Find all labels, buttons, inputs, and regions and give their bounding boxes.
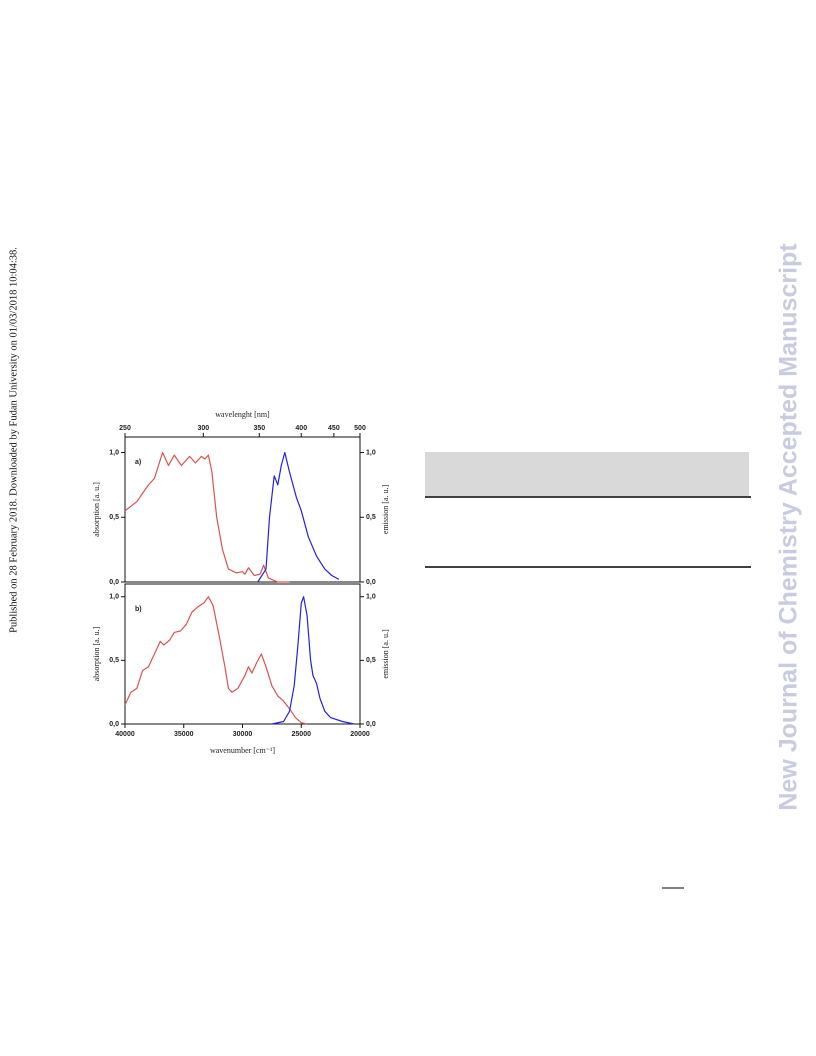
y-tick-label: 1,0 xyxy=(109,449,119,456)
watermark: New Journal of Chemistry Accepted Manusc… xyxy=(775,243,803,811)
side-note: Published on 28 February 2018. Downloade… xyxy=(8,247,19,633)
table-skeleton xyxy=(425,452,751,568)
table-header xyxy=(425,452,749,496)
x2-tick-label: 400 xyxy=(295,425,307,432)
y2-axis-title: emission [a. u.] xyxy=(381,629,390,679)
x-tick-label: 35000 xyxy=(174,731,194,738)
y2-tick-label: 0,0 xyxy=(366,721,376,728)
x-tick-label: 30000 xyxy=(233,731,253,738)
x2-tick-label: 250 xyxy=(119,425,131,432)
plot-frame xyxy=(124,583,361,725)
x-tick-label: 25000 xyxy=(292,731,312,738)
y-axis-title: absorption [a. u.] xyxy=(92,626,101,681)
panel-label: a) xyxy=(135,459,141,466)
x2-tick-label: 500 xyxy=(354,425,366,432)
y2-axis-title: emission [a. u.] xyxy=(381,485,390,535)
x-tick-label: 20000 xyxy=(350,731,370,738)
x2-tick-label: 350 xyxy=(253,425,265,432)
series-line xyxy=(124,451,290,583)
y-tick-label: 0,0 xyxy=(109,579,119,586)
y-tick-label: 1,0 xyxy=(109,594,119,601)
y2-tick-label: 1,0 xyxy=(366,594,376,601)
y-tick-label: 0,0 xyxy=(109,721,119,728)
series-line xyxy=(124,596,308,725)
x-axis-title: wavenumber [cm⁻¹] xyxy=(210,746,275,755)
series-line xyxy=(257,451,340,583)
x-tick-label: 40000 xyxy=(115,731,135,738)
plot-frame xyxy=(124,436,361,583)
y-axis-title: absorption [a. u.] xyxy=(92,482,101,537)
x2-tick-label: 450 xyxy=(328,425,340,432)
y-tick-label: 0,5 xyxy=(109,657,119,664)
x2-tick-label: 300 xyxy=(197,425,209,432)
y-tick-label: 0,5 xyxy=(109,514,119,521)
y2-tick-label: 0,0 xyxy=(366,579,376,586)
x2-axis-title: wavelenght [nm] xyxy=(215,410,270,419)
y2-tick-label: 0,5 xyxy=(366,514,376,521)
series-line xyxy=(271,596,355,725)
y2-tick-label: 0,5 xyxy=(366,657,376,664)
panel-label: b) xyxy=(135,606,142,613)
y2-tick-label: 1,0 xyxy=(366,449,376,456)
